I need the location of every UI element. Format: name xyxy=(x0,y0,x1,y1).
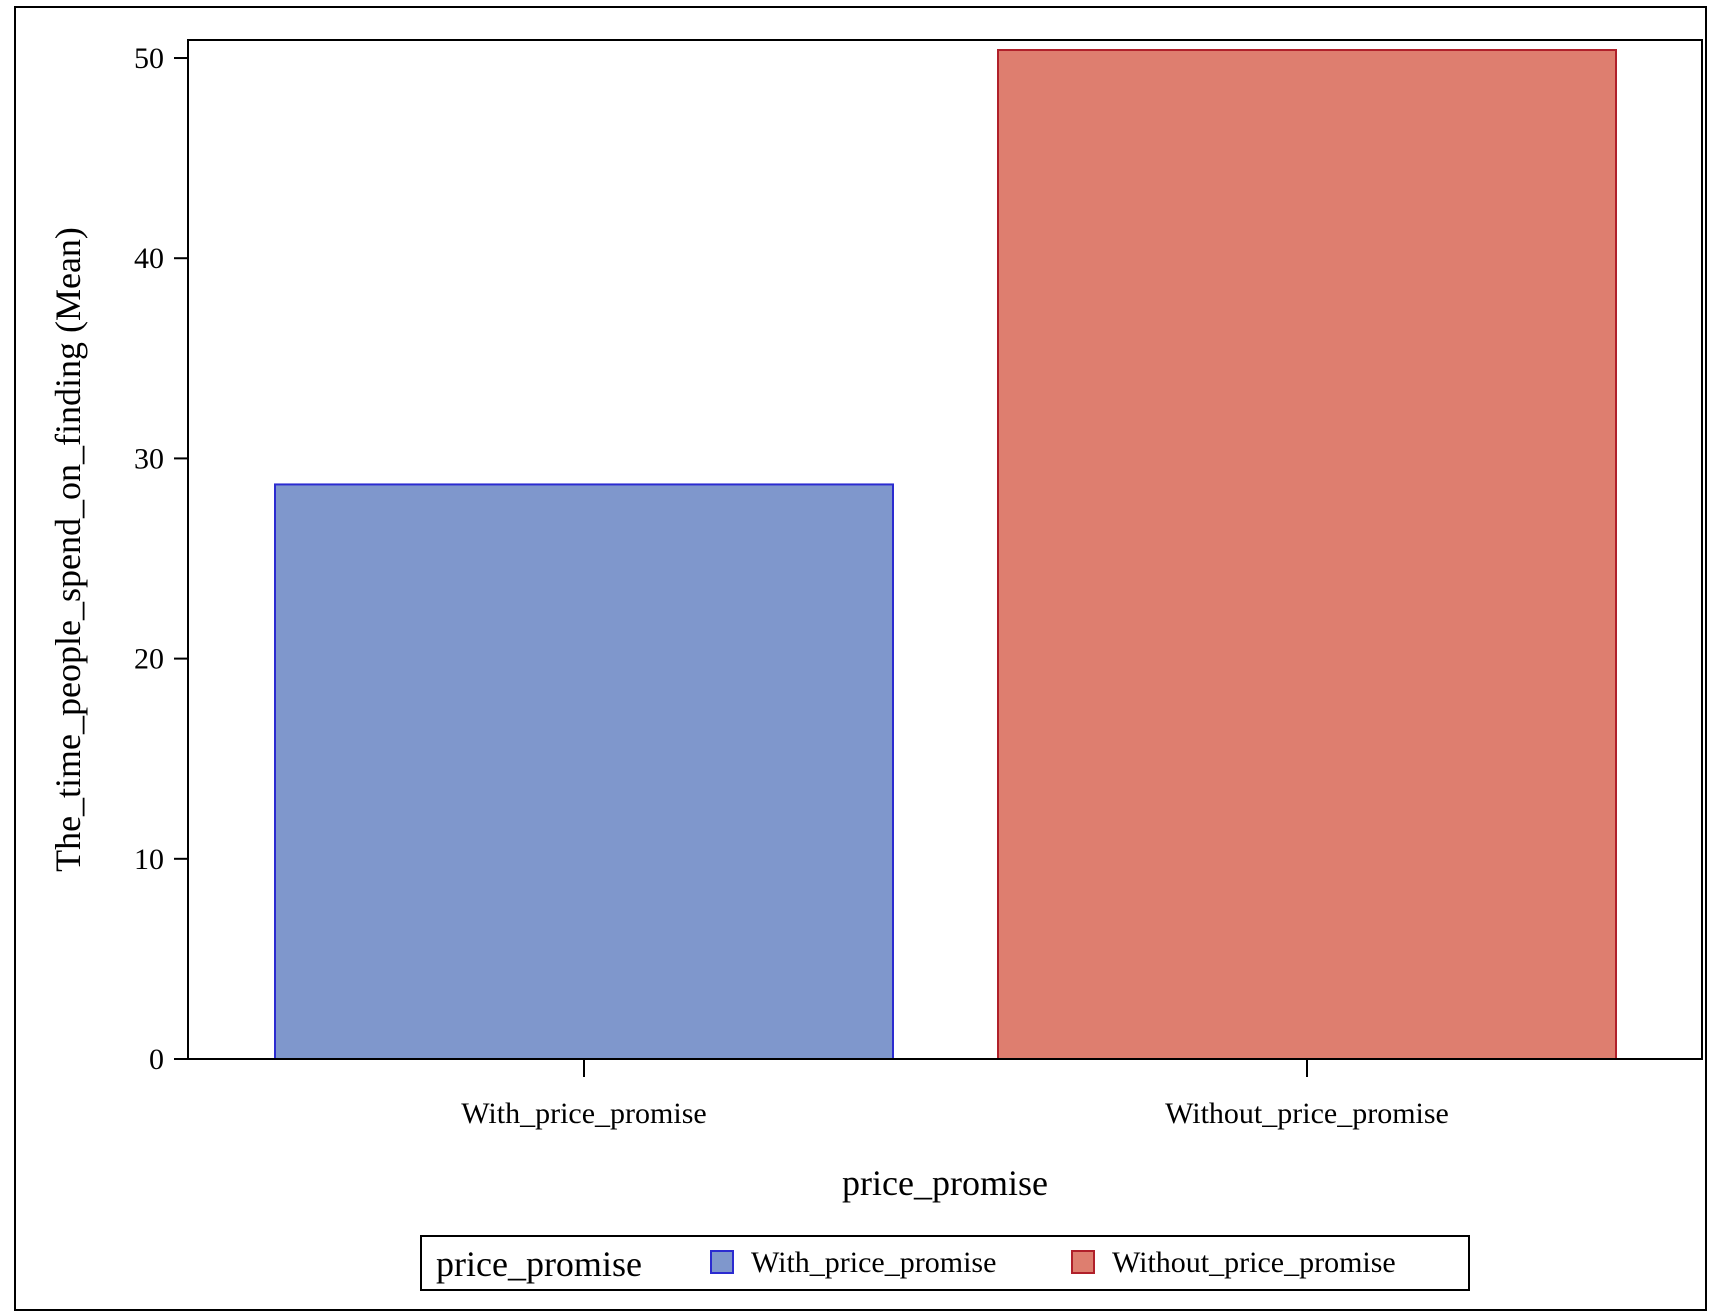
x-tick-label: Without_price_promise xyxy=(1165,1097,1449,1130)
legend-label: Without_price_promise xyxy=(1112,1246,1396,1279)
y-tick-label: 20 xyxy=(134,643,164,676)
plot-area-border xyxy=(187,39,1703,1060)
legend: price_promise With_price_promise Without_… xyxy=(420,1235,1470,1291)
y-tick-label: 0 xyxy=(149,1043,164,1076)
y-tick-label: 50 xyxy=(134,42,164,75)
bar-with-price-promise xyxy=(274,483,894,1060)
bars xyxy=(274,49,1617,1060)
legend-swatch xyxy=(710,1250,734,1274)
y-tick-label: 40 xyxy=(134,242,164,275)
bar-without-price-promise xyxy=(997,49,1617,1060)
x-tick-label: With_price_promise xyxy=(461,1097,706,1130)
legend-swatch xyxy=(1071,1250,1095,1274)
x-axis-ticks: With_price_promise Without_price_promise xyxy=(461,1059,1449,1130)
legend-box xyxy=(420,1235,1470,1291)
legend-title: price_promise xyxy=(436,1244,642,1284)
y-axis-ticks: 0 10 20 30 40 50 xyxy=(134,42,188,1076)
x-axis-title: price_promise xyxy=(842,1163,1048,1203)
legend-label: With_price_promise xyxy=(751,1246,996,1279)
y-tick-label: 10 xyxy=(134,843,164,876)
legend-entries: With_price_promise Without_price_promise xyxy=(710,1246,1396,1279)
y-tick-label: 30 xyxy=(134,442,164,475)
y-axis-title: The_time_people_spend_on_finding (Mean) xyxy=(48,227,88,872)
